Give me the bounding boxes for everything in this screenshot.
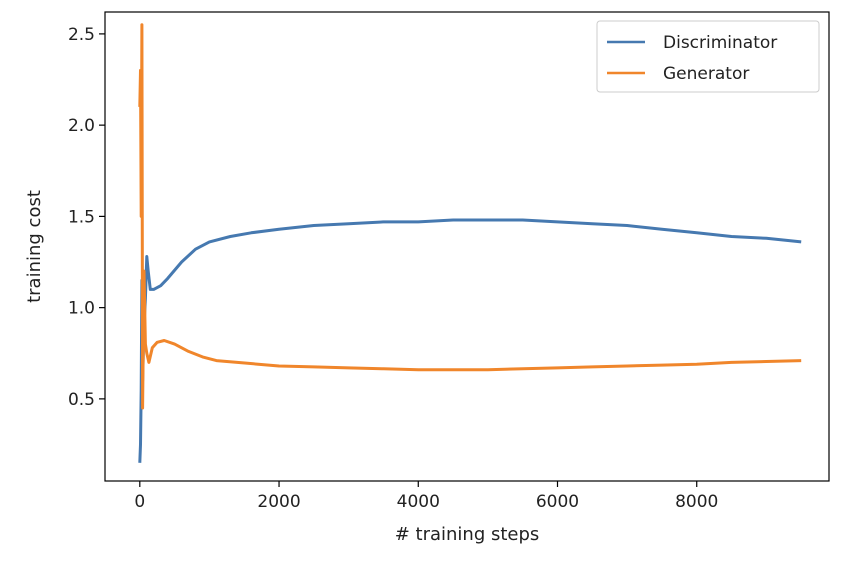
x-tick-label: 6000: [536, 492, 579, 512]
y-axis-label: training cost: [24, 190, 45, 303]
y-tick-label: 2.0: [68, 116, 95, 136]
plot-lines: [138, 23, 802, 463]
legend: Discriminator Generator: [596, 20, 820, 93]
series-line-discriminator: [138, 218, 802, 463]
y-tick-label: 0.5: [68, 390, 95, 410]
y-tick-label: 1.0: [68, 299, 95, 319]
y-tick-label: 2.5: [68, 25, 95, 45]
plot-frame: [104, 11, 830, 482]
axis-ticks: 0 2000 4000 6000 8000 0.5 1.0 1.5 2.0 2.5: [68, 25, 718, 512]
legend-label-generator: Generator: [663, 64, 749, 84]
x-tick-label: 8000: [675, 492, 718, 512]
x-tick-label: 2000: [257, 492, 300, 512]
series-line-generator: [138, 23, 802, 410]
x-tick-label: 4000: [397, 492, 440, 512]
legend-label-discriminator: Discriminator: [663, 33, 777, 53]
x-tick-label: 0: [134, 492, 145, 512]
legend-box: [596, 20, 820, 93]
x-axis-label: # training steps: [395, 524, 540, 545]
y-tick-label: 1.5: [68, 207, 95, 227]
